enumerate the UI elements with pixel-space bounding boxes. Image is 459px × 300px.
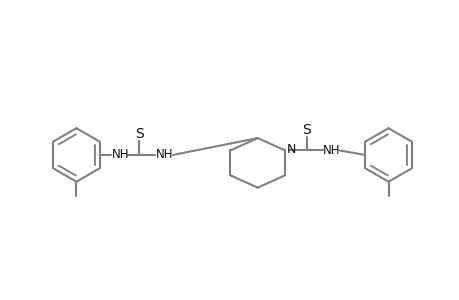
Text: S: S [134,127,143,141]
Text: N: N [286,143,295,156]
Text: NH: NH [322,144,340,157]
Text: S: S [302,123,311,137]
Text: NH: NH [156,148,174,161]
Text: NH: NH [112,148,129,161]
